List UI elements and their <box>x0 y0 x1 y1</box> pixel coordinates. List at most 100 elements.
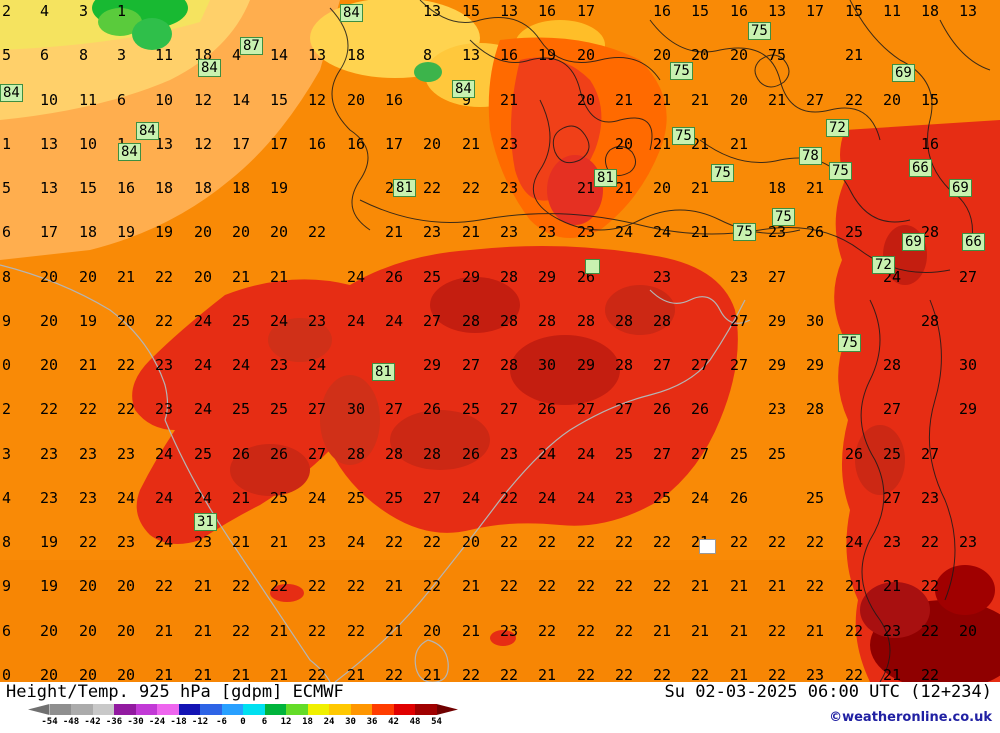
temp-value: 21 <box>232 268 251 286</box>
temp-value: 25 <box>730 445 749 463</box>
temp-value: 18 <box>232 179 251 197</box>
legend-color-segment <box>350 704 372 715</box>
temp-value: 13 <box>308 46 327 64</box>
temp-value: 23 <box>308 533 327 551</box>
temp-value: 8 <box>79 46 89 64</box>
temp-value: 20 <box>79 577 98 595</box>
temp-value: 26 <box>845 445 864 463</box>
temp-value: 22 <box>577 577 596 595</box>
temp-value: 21 <box>653 622 672 640</box>
temp-value: 2 <box>2 400 12 418</box>
temp-value: 16 <box>117 179 136 197</box>
temp-value: 26 <box>385 268 404 286</box>
temp-value: 26 <box>232 445 251 463</box>
temp-value: 21 <box>730 135 749 153</box>
temp-value: 25 <box>462 400 481 418</box>
temp-value: 11 <box>883 2 902 20</box>
temp-value: 21 <box>577 179 596 197</box>
temp-value: 21 <box>883 666 902 682</box>
temp-value: 24 <box>194 489 213 507</box>
temp-value: 22 <box>232 577 251 595</box>
temp-value: 21 <box>232 489 251 507</box>
temp-value: 6 <box>117 91 127 109</box>
temp-value: 25 <box>615 445 634 463</box>
temp-value: 22 <box>270 577 289 595</box>
temp-value: 21 <box>385 622 404 640</box>
temp-value: 15 <box>270 91 289 109</box>
temp-value: 22 <box>500 489 519 507</box>
legend-color-segment <box>243 704 265 715</box>
weather-map: 2 4 3 1 13 15 13 16 17 16 15 16 13 17 15 11 18 13 5 6 8 3 11 18… <box>0 0 1000 682</box>
height-label: 75 <box>748 22 771 40</box>
legend-tick-label: -36 <box>105 717 123 727</box>
temp-value: 25 <box>347 489 366 507</box>
temp-value: 13 <box>155 135 174 153</box>
temp-value: 23 <box>155 400 174 418</box>
temp-value: 25 <box>845 223 864 241</box>
temp-value: 22 <box>40 400 59 418</box>
temp-value: 18 <box>768 179 787 197</box>
temp-value: 12 <box>194 91 213 109</box>
temp-value: 20 <box>691 46 710 64</box>
temp-value: 25 <box>270 489 289 507</box>
temp-value: 30 <box>538 356 557 374</box>
temp-value: 20 <box>40 356 59 374</box>
temp-value: 27 <box>883 400 902 418</box>
temp-value: 21 <box>538 666 557 682</box>
temp-value: 21 <box>79 356 98 374</box>
temp-value: 12 <box>308 91 327 109</box>
temp-value: 16 <box>653 2 672 20</box>
temp-value: 16 <box>385 91 404 109</box>
height-label: 84 <box>340 4 363 22</box>
temp-value: 24 <box>194 400 213 418</box>
temp-value: 20 <box>423 135 442 153</box>
temp-value: 22 <box>347 577 366 595</box>
temp-value: 23 <box>577 223 596 241</box>
temp-value: 15 <box>462 2 481 20</box>
temp-value: 24 <box>845 533 864 551</box>
temp-value: 10 <box>155 91 174 109</box>
temp-value: 21 <box>691 135 710 153</box>
temp-value: 21 <box>462 577 481 595</box>
temp-value: 27 <box>691 356 710 374</box>
temp-value: 18 <box>155 179 174 197</box>
temp-value: 23 <box>615 489 634 507</box>
temp-value: 21 <box>462 223 481 241</box>
temp-value: 19 <box>538 46 557 64</box>
legend-tick-label: 36 <box>366 717 378 727</box>
copyright-link[interactable]: ©weatheronline.co.uk <box>829 710 992 725</box>
temp-value: 21 <box>270 666 289 682</box>
temp-value: 27 <box>959 268 978 286</box>
temp-value: 27 <box>883 489 902 507</box>
temp-value: 23 <box>500 223 519 241</box>
temp-value: 3 <box>117 46 127 64</box>
temp-value: 20 <box>40 622 59 640</box>
height-labels-layer: 84 87 75 75 69 84 84 84 84 72 75 84 78 66 75 75 81 81 69 75… <box>0 4 985 554</box>
temp-value: 21 <box>730 666 749 682</box>
temp-value: 21 <box>806 622 825 640</box>
map-title: Height/Temp. 925 hPa [gdpm] ECMWF <box>6 682 344 702</box>
temp-value: 27 <box>308 445 327 463</box>
temp-value: 23 <box>883 533 902 551</box>
temp-value: 10 <box>40 91 59 109</box>
temp-value: 28 <box>883 356 902 374</box>
temp-value: 22 <box>691 666 710 682</box>
temp-value: 16 <box>347 135 366 153</box>
legend-tick-label: 18 <box>302 717 313 727</box>
temp-value: 22 <box>308 666 327 682</box>
temp-value: 22 <box>462 179 481 197</box>
height-label: 75 <box>672 127 695 145</box>
temp-value: 25 <box>806 489 825 507</box>
height-label: 75 <box>772 208 795 226</box>
temp-value: 26 <box>423 400 442 418</box>
temp-value: 1 <box>2 135 12 153</box>
temp-value: 24 <box>577 489 596 507</box>
temp-value: 24 <box>155 533 174 551</box>
legend-tick-label: -30 <box>127 717 144 727</box>
height-label: 72 <box>826 119 849 137</box>
temp-value: 21 <box>232 533 251 551</box>
temp-value: 22 <box>500 666 519 682</box>
height-label: 66 <box>909 159 932 177</box>
temp-value: 20 <box>117 622 136 640</box>
temperature-values-layer: 2 4 3 1 13 15 13 16 17 16 15 16 13 17 15 11 18 13 5 6 8 3 11 18… <box>2 2 978 682</box>
